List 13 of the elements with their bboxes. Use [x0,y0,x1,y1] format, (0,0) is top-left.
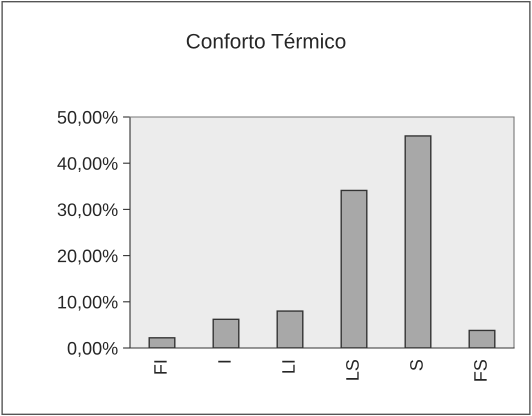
y-tick-label: 0,00% [68,342,118,357]
y-tick-label: 40,00% [57,157,118,172]
x-tick-label: LS [346,360,359,380]
x-tick-label: FI [154,360,167,374]
x-tick-label: I [218,360,231,362]
y-tick-label: 20,00% [58,250,118,264]
y-tick-label: 50,00% [58,110,118,126]
y-tick-label: 10,00% [58,296,118,311]
x-tick-label: FS [474,360,487,381]
x-tick-label: LI [282,360,295,373]
chart-title: Conforto Térmico [186,33,346,49]
x-tick-label: S [410,360,423,370]
y-tick-label: 30,00% [58,203,118,218]
